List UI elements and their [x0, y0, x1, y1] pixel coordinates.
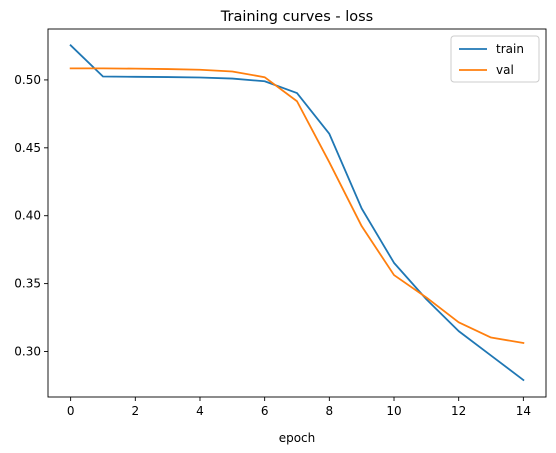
series-line-val	[69, 67, 525, 344]
x-tick-label: 2	[131, 404, 139, 418]
series-line-train	[69, 44, 525, 382]
plot-lines	[69, 44, 525, 382]
y-tick-label: 0.35	[14, 277, 41, 291]
x-tick-label: 14	[516, 404, 531, 418]
legend: train val	[450, 35, 540, 83]
y-tick-label: 0.40	[14, 209, 41, 223]
legend-box	[450, 35, 540, 83]
y-tick-label: 0.45	[14, 141, 41, 155]
axes	[47, 28, 547, 398]
x-axis-label: epoch	[279, 431, 316, 445]
ticks: 0 2 4 6 8 10 12 14 0.30 0.35 0.40 0.45 0.50	[14, 73, 531, 418]
y-tick-label: 0.30	[14, 345, 41, 359]
legend-label-train: train	[496, 42, 524, 56]
x-tick-label: 0	[67, 404, 75, 418]
legend-label-val: val	[496, 63, 514, 77]
chart-title: Training curves - loss	[220, 9, 373, 25]
x-tick-label: 8	[326, 404, 334, 418]
y-tick-label: 0.50	[14, 73, 41, 87]
x-tick-label: 6	[261, 404, 269, 418]
axes-frame	[47, 28, 547, 398]
x-tick-label: 10	[386, 404, 401, 418]
x-tick-label: 4	[196, 404, 204, 418]
x-tick-label: 12	[451, 404, 466, 418]
